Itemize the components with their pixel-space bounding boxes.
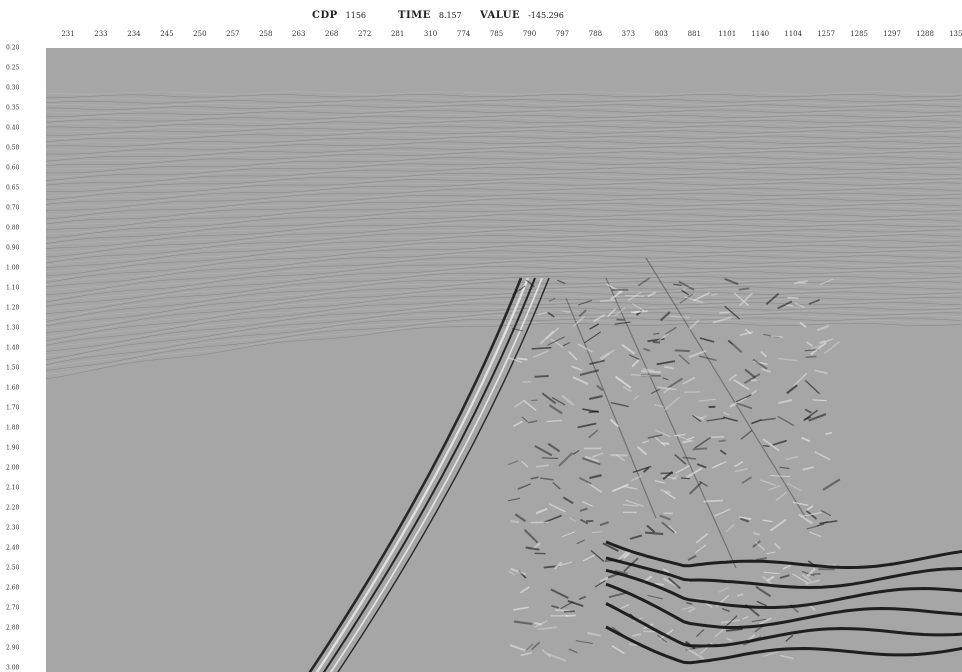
time-tick-label: 2.90 — [6, 644, 20, 652]
cdp-tick-label: 257 — [226, 30, 240, 38]
time-tick-label: 3.00 — [6, 664, 20, 672]
time-label: TIME — [398, 10, 431, 21]
cdp-tick-label: 281 — [390, 30, 405, 38]
cdp-tick-label: 1104 — [784, 30, 803, 38]
time-tick-label: 2.30 — [6, 524, 20, 532]
time-tick-label: 0.30 — [6, 84, 20, 92]
cdp-tick-label: 373 — [621, 30, 636, 38]
time-tick-label: 2.40 — [6, 544, 20, 552]
cdp-tick-label: 1257 — [817, 30, 836, 38]
cdp-tick-label: 310 — [423, 30, 438, 38]
seismic-section-image — [46, 48, 962, 672]
cdp-tick-label: 1140 — [751, 30, 770, 38]
time-tick-label: 1.30 — [6, 324, 20, 332]
time-tick-label: 1.60 — [6, 384, 20, 392]
time-readout: TIME 8.157 — [398, 10, 462, 21]
time-axis: 0.20 0.25 0.30 0.35 0.40 0.50 0.60 0.65 0.70 0.80… — [0, 40, 44, 672]
time-tick-label: 2.10 — [6, 484, 20, 492]
time-value: 8.157 — [438, 11, 462, 20]
cdp-tick-label: 231 — [61, 30, 75, 38]
time-tick-label: 0.80 — [6, 224, 20, 232]
value-value: -145.296 — [528, 11, 564, 20]
value-label: VALUE — [480, 10, 521, 21]
cdp-tick-label: 268 — [325, 30, 339, 38]
seismic-section[interactable] — [46, 48, 962, 672]
time-tick-label: 0.35 — [6, 104, 20, 112]
time-tick-label: 1.00 — [6, 264, 20, 272]
cdp-tick-label: 233 — [94, 30, 108, 38]
cdp-tick-label: 1285 — [850, 30, 869, 38]
time-tick-label: 1.20 — [6, 304, 20, 312]
time-tick-label: 2.60 — [6, 584, 20, 592]
time-tick-label: 0.50 — [6, 144, 20, 152]
time-tick-label: 0.90 — [6, 244, 20, 252]
cdp-tick-label: 263 — [292, 30, 306, 38]
time-tick-label: 1.10 — [6, 284, 20, 292]
time-tick-label: 1.90 — [6, 444, 20, 452]
time-tick-label: 2.70 — [6, 604, 20, 612]
cdp-tick-label: 1297 — [883, 30, 901, 38]
time-tick-label: 2.00 — [6, 464, 20, 472]
cdp-label: CDP — [312, 10, 338, 21]
cdp-tick-label: 258 — [259, 30, 273, 38]
cdp-tick-label: 774 — [456, 30, 471, 38]
time-tick-label: 0.20 — [6, 44, 20, 52]
cdp-tick-label: 272 — [357, 30, 372, 38]
time-tick-label: 0.25 — [6, 64, 20, 72]
value-readout: VALUE -145.296 — [480, 10, 564, 21]
cdp-tick-label: 785 — [489, 30, 504, 38]
cdp-value: 1156 — [345, 11, 367, 20]
time-tick-label: 1.40 — [6, 344, 20, 352]
cdp-tick-label: 245 — [160, 30, 174, 38]
time-tick-label: 2.80 — [6, 624, 20, 632]
time-tick-label: 2.50 — [6, 564, 20, 572]
cdp-tick-label: 790 — [522, 30, 537, 38]
cdp-tick-label: 1101 — [718, 30, 737, 38]
time-tick-label: 0.65 — [6, 184, 20, 192]
time-tick-label: 0.40 — [6, 124, 20, 132]
cdp-tick-label: 250 — [193, 30, 207, 38]
cdp-axis: 231 233 234 245 250 257 258 263 268 272 281 310 774 7… — [46, 30, 962, 44]
cdp-tick-label: 881 — [687, 30, 701, 38]
cdp-tick-label: 788 — [588, 30, 603, 38]
seismic-readout-header: CDP 1156 TIME 8.157 VALUE -145.296 — [0, 0, 962, 24]
time-tick-label: 2.20 — [6, 504, 20, 512]
time-tick-label: 0.70 — [6, 204, 20, 212]
cdp-tick-label: 234 — [127, 30, 141, 38]
time-tick-label: 1.80 — [6, 424, 20, 432]
cdp-tick-label: 803 — [654, 30, 669, 38]
cdp-readout: CDP 1156 — [312, 10, 366, 21]
cdp-tick-label: 1288 — [916, 30, 934, 38]
time-tick-label: 0.60 — [6, 164, 20, 172]
time-tick-label: 1.70 — [6, 404, 20, 412]
cdp-tick-label: 797 — [555, 30, 570, 38]
time-tick-label: 1.50 — [6, 364, 20, 372]
